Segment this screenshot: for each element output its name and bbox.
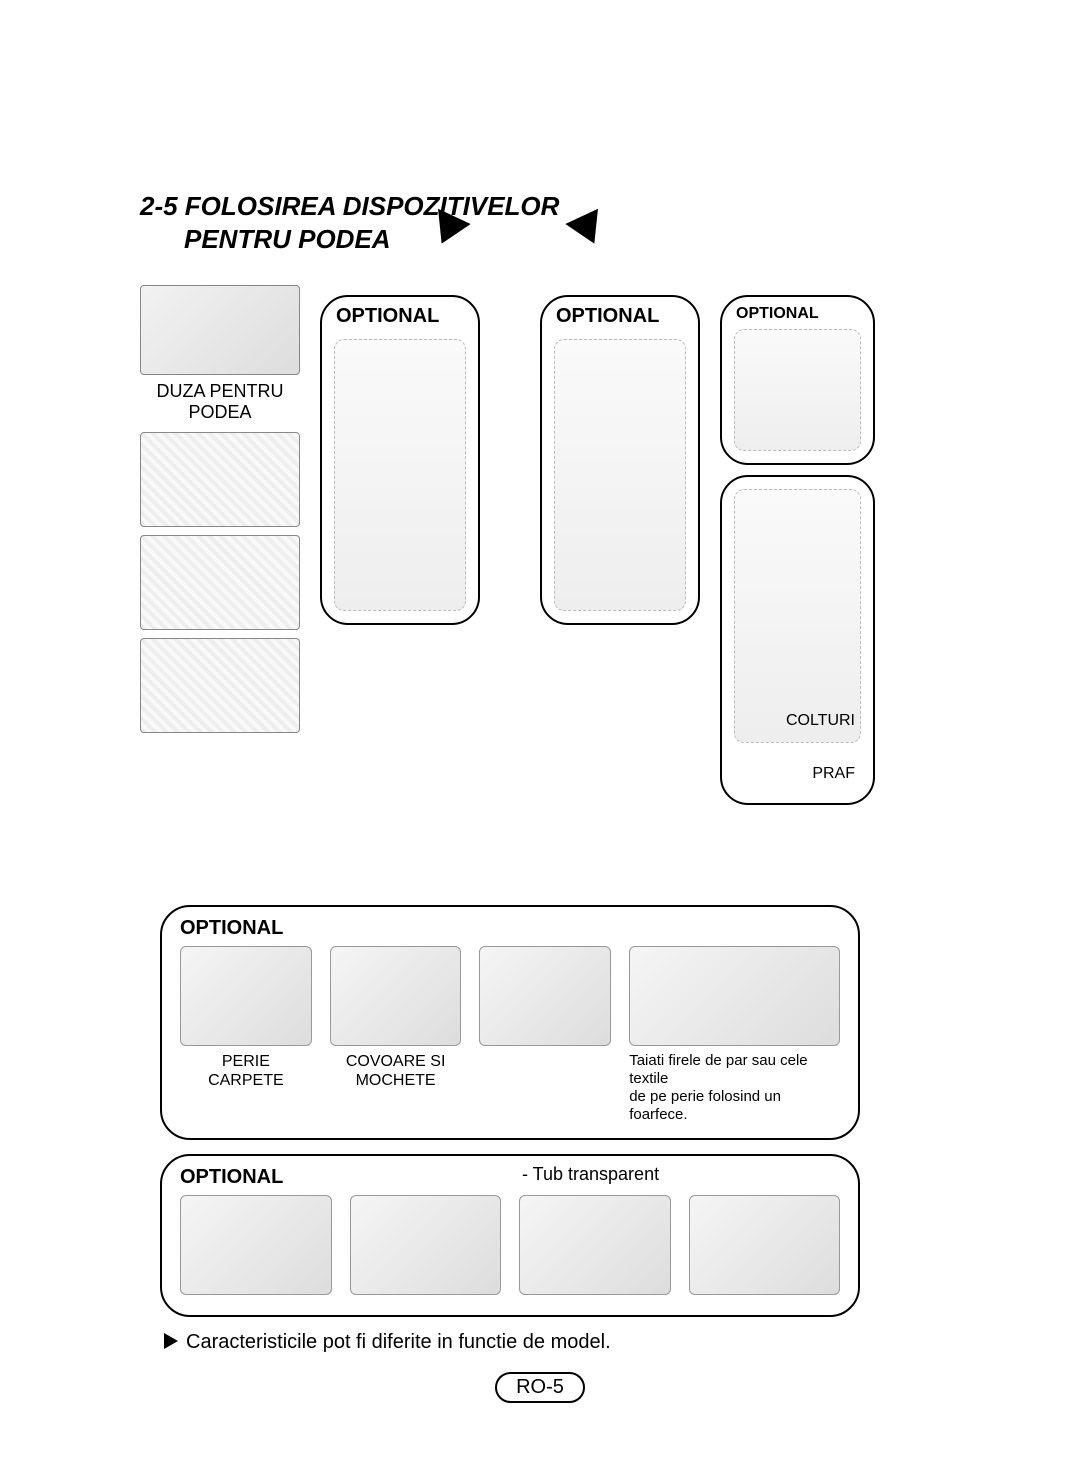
crevice-label-corners: COLTURI [786, 708, 855, 734]
brush-cell-2: COVOARE SI MOCHETE [330, 946, 462, 1090]
page-number: RO-5 [495, 1372, 585, 1403]
brush-caption-1: PERIE CARPETE [180, 1052, 312, 1090]
triangle-bullet-icon [164, 1333, 178, 1349]
section-title: 2-5 FOLOSIREA DISPOZITIVELOR PENTRU PODE… [140, 190, 940, 255]
brush-cap1-l2: CARPETE [208, 1072, 284, 1089]
optional-panel-3: OPTIONAL [720, 295, 875, 465]
optional-label-5: OPTIONAL [180, 1166, 840, 1189]
tube-cell-2 [350, 1195, 502, 1301]
brush-illustration-1 [180, 946, 312, 1046]
tube-label: - Tub transparent [522, 1164, 659, 1185]
brush-illustration-4 [629, 946, 840, 1046]
floor-label-line2: PODEA [188, 402, 251, 422]
manual-page: 2-5 FOLOSIREA DISPOZITIVELOR PENTRU PODE… [140, 190, 940, 1403]
floor-step-rug [140, 535, 300, 630]
brush-cap4-l1: Taiati firele de par sau cele textile [629, 1052, 807, 1087]
brush-cell-4: Taiati firele de par sau cele textile de… [629, 946, 840, 1124]
floor-nozzle-illustration [140, 285, 300, 375]
optional-label-3: OPTIONAL [736, 305, 819, 323]
brush-cap1-l1: PERIE [222, 1053, 270, 1070]
brush-cap2-l2: MOCHETE [356, 1072, 436, 1089]
optional-panel-1-illustration [334, 339, 466, 611]
floor-nozzle-column: DUZA PENTRU PODEA [140, 285, 300, 741]
tube-cell-4 [689, 1195, 841, 1301]
floor-label-line1: DUZA PENTRU [156, 381, 283, 401]
optional-label-1: OPTIONAL [336, 305, 439, 328]
brush-cap2-l1: COVOARE SI [346, 1053, 446, 1070]
brush-illustration-2 [330, 946, 462, 1046]
tube-illustration-4 [689, 1195, 841, 1295]
optional-panel-1: OPTIONAL [320, 295, 480, 625]
brush-caption-2: COVOARE SI MOCHETE [330, 1052, 462, 1090]
title-line-2: PENTRU PODEA [140, 224, 391, 254]
tube-illustration-2 [350, 1195, 502, 1295]
brush-cell-3 [479, 946, 611, 1052]
tube-row [180, 1195, 840, 1301]
optional-tube-panel: OPTIONAL - Tub transparent [160, 1154, 860, 1317]
tube-cell-1 [180, 1195, 332, 1301]
brush-caption-4: Taiati firele de par sau cele textile de… [629, 1052, 840, 1124]
optional-label-4: OPTIONAL [180, 917, 840, 940]
crevice-label-dust: PRAF [786, 761, 855, 787]
brush-illustration-3 [479, 946, 611, 1046]
optional-panel-3-illustration [734, 329, 861, 451]
crevice-labels: COLTURI PRAF [786, 708, 855, 787]
tube-illustration-1 [180, 1195, 332, 1295]
diagram-area: DUZA PENTRU PODEA OPTIONAL OPTIONAL OPTI… [140, 285, 880, 885]
optional-brush-panel: OPTIONAL PERIE CARPETE COVOARE SI MOCHET… [160, 905, 860, 1140]
crevice-panel-illustration [734, 489, 861, 743]
tube-cell-3 [519, 1195, 671, 1301]
optional-panel-2-illustration [554, 339, 686, 611]
optional-panel-2: OPTIONAL [540, 295, 700, 625]
floor-nozzle-steps [140, 432, 300, 733]
brush-row: PERIE CARPETE COVOARE SI MOCHETE Taiati … [180, 946, 840, 1124]
footnote-text: Caracteristicile pot fi diferite in func… [186, 1331, 611, 1353]
floor-nozzle-label: DUZA PENTRU PODEA [140, 381, 300, 422]
tube-illustration-3 [519, 1195, 671, 1295]
crevice-panel: COLTURI PRAF [720, 475, 875, 805]
brush-cell-1: PERIE CARPETE [180, 946, 312, 1090]
brush-cap4-l2: de pe perie folosind un foarfece. [629, 1088, 781, 1123]
optional-label-2: OPTIONAL [556, 305, 659, 328]
title-line-1: 2-5 FOLOSIREA DISPOZITIVELOR [140, 191, 559, 221]
floor-step-hardfloor [140, 638, 300, 733]
floor-step-carpet [140, 432, 300, 527]
footnote: Caracteristicile pot fi diferite in func… [164, 1331, 940, 1354]
